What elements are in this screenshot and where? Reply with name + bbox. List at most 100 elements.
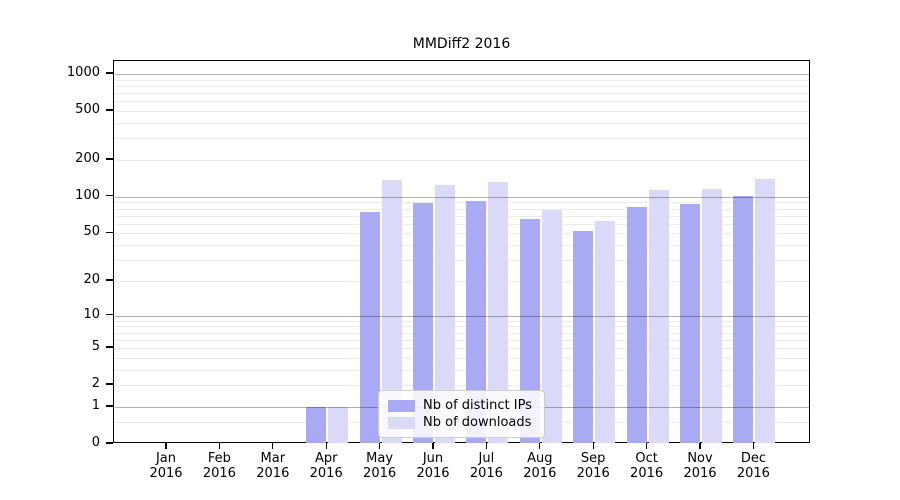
legend-label-downloads: Nb of downloads	[423, 415, 532, 430]
x-tick-mark	[699, 443, 701, 449]
y-tick-mark	[106, 313, 113, 316]
gridline-minor	[115, 208, 810, 210]
bar-distinct-ips-aug	[519, 218, 540, 443]
y-tick-label: 0	[91, 435, 100, 450]
gridline-minor	[115, 245, 810, 247]
gridline-minor	[115, 202, 810, 204]
bar-downloads-oct	[648, 190, 669, 443]
x-tick-mark	[485, 443, 488, 449]
x-tick-mark	[432, 443, 434, 449]
gridline-minor	[115, 357, 810, 359]
x-tick-label-aug: Aug 2016	[523, 451, 557, 481]
gridline-minor	[115, 385, 810, 387]
gridline-minor	[115, 348, 810, 350]
x-tick-label-apr: Apr 2016	[309, 451, 343, 481]
gridline-minor	[115, 326, 810, 328]
x-tick-label-mar: Mar 2016	[256, 451, 290, 481]
gridline-minor	[115, 260, 810, 262]
gridline-minor	[115, 280, 810, 282]
gridline-minor	[115, 79, 810, 81]
x-tick-mark	[539, 443, 541, 449]
bar-downloads-may	[381, 180, 402, 443]
x-tick-label-dec: Dec 2016	[736, 451, 770, 481]
gridline-minor	[115, 101, 810, 103]
y-tick-label: 1000	[66, 64, 100, 80]
x-tick-mark	[752, 443, 755, 449]
x-tick-label-jan: Jan 2016	[149, 451, 183, 481]
y-tick-label: 50	[83, 224, 100, 240]
legend-label-distinct-ips: Nb of distinct IPs	[423, 398, 532, 413]
x-tick-label-nov: Nov 2016	[683, 451, 717, 481]
gridline-minor	[115, 138, 810, 140]
minor-gridlines-layer	[114, 61, 810, 442]
gridline-minor	[115, 85, 810, 87]
y-tick-label: 20	[83, 271, 100, 287]
y-tick-mark	[106, 442, 113, 444]
bar-downloads-jun	[435, 184, 455, 443]
x-tick-mark	[325, 443, 327, 449]
y-tick-mark	[106, 346, 113, 348]
bar-distinct-ips-oct	[626, 207, 647, 443]
bar-downloads-sep	[595, 221, 616, 443]
x-tick-label-sep: Sep 2016	[576, 451, 610, 481]
y-tick-mark	[106, 109, 113, 111]
bar-downloads-apr	[328, 406, 349, 443]
gridline-minor	[115, 215, 810, 217]
x-tick-label-jun: Jun 2016	[416, 451, 450, 481]
y-tick-mark	[106, 231, 113, 234]
y-tick-label: 500	[75, 102, 100, 118]
y-tick-label: 10	[83, 306, 100, 322]
bars-layer	[114, 61, 809, 443]
bar-distinct-ips-apr	[306, 406, 327, 443]
gridline-minor	[115, 369, 810, 371]
y-tick-label: 2	[91, 376, 100, 392]
legend-swatch-downloads	[388, 416, 415, 429]
x-tick-label-oct: Oct 2016	[630, 451, 664, 481]
y-tick-mark	[106, 279, 113, 281]
y-tick-label: 200	[75, 150, 100, 166]
gridline-minor	[115, 332, 810, 334]
gridline-minor	[115, 122, 810, 124]
y-tick-mark	[106, 195, 113, 197]
gridline-minor	[115, 223, 810, 225]
bar-downloads-nov	[702, 188, 722, 443]
x-tick-mark	[378, 443, 381, 449]
bar-distinct-ips-jul	[466, 201, 487, 443]
bar-distinct-ips-sep	[573, 231, 594, 443]
y-tick-mark	[106, 72, 113, 74]
bar-distinct-ips-may	[359, 212, 380, 443]
x-tick-mark	[272, 443, 274, 449]
y-tick-mark	[106, 158, 113, 160]
gridline-minor	[115, 233, 810, 235]
y-tick-label: 100	[75, 187, 100, 203]
x-tick-mark	[218, 443, 221, 449]
gridline-minor	[115, 159, 810, 161]
y-tick-mark	[106, 405, 113, 407]
x-tick-mark	[592, 443, 594, 449]
gridline-minor	[115, 339, 810, 341]
bar-distinct-ips-jun	[413, 202, 433, 443]
legend: Nb of distinct IPs Nb of downloads	[378, 390, 545, 438]
x-tick-label-jul: Jul 2016	[469, 451, 503, 481]
x-tick-label-feb: Feb 2016	[202, 451, 236, 481]
plot-area	[113, 60, 810, 443]
major-gridlines-layer	[114, 61, 810, 442]
bar-distinct-ips-dec	[733, 196, 754, 443]
y-tick-label: 5	[91, 339, 100, 355]
gridline-minor	[115, 320, 810, 322]
gridline-major	[115, 196, 810, 198]
gridline-minor	[115, 93, 810, 95]
bar-downloads-jul	[488, 182, 509, 443]
legend-item-downloads: Nb of downloads	[388, 414, 534, 431]
legend-swatch-distinct-ips	[388, 399, 415, 412]
gridline-major	[115, 73, 810, 75]
bar-downloads-dec	[755, 178, 776, 443]
gridline-minor	[115, 111, 810, 113]
y-tick-mark	[106, 383, 113, 385]
y-tick-label: 1	[91, 397, 100, 413]
legend-item-distinct-ips: Nb of distinct IPs	[388, 397, 534, 414]
x-tick-mark	[165, 443, 167, 449]
gridline-major	[115, 315, 810, 317]
x-tick-label-may: May 2016	[363, 451, 397, 481]
